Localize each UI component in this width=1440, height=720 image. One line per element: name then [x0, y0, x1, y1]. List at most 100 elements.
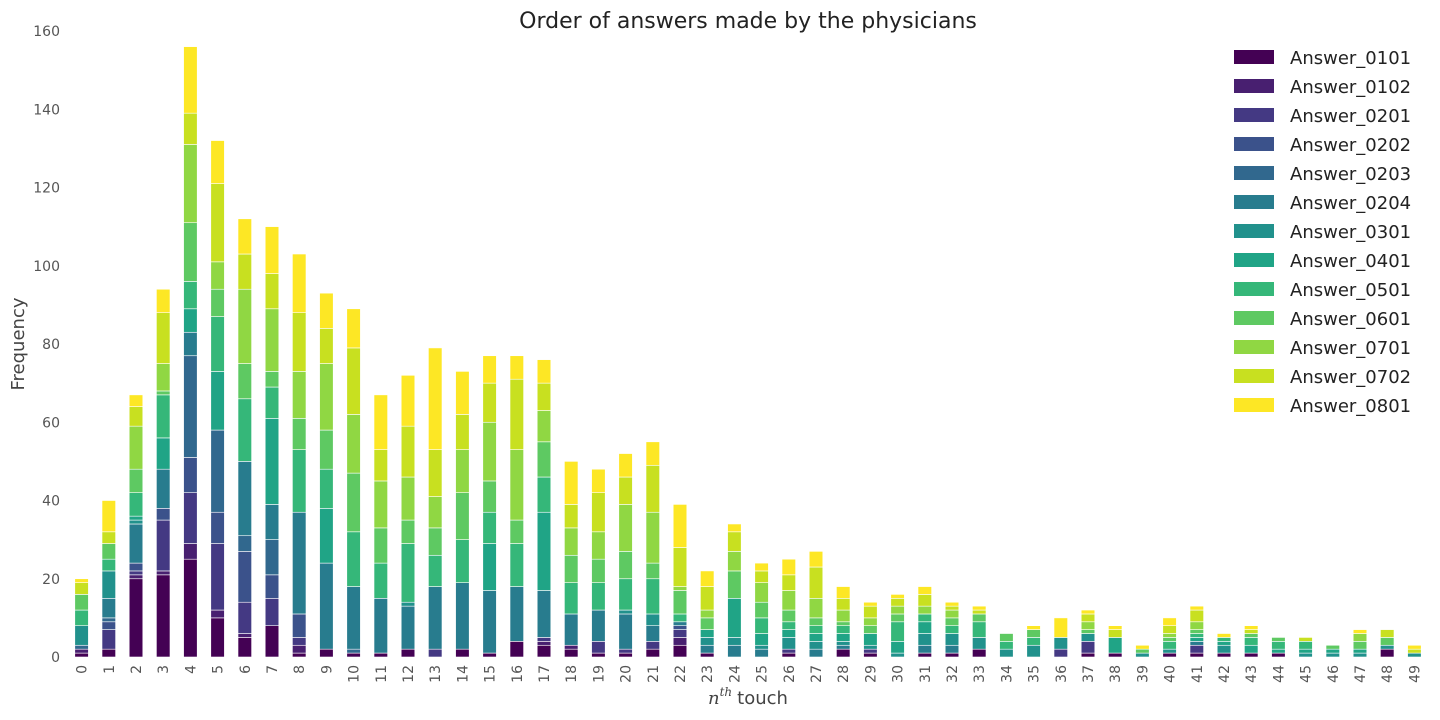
x-tick-label: 26 — [782, 665, 798, 683]
bar-segment — [754, 570, 769, 583]
y-tick-label: 140 — [33, 102, 60, 118]
bar-segment — [455, 414, 470, 450]
bar-segment — [183, 355, 198, 458]
y-tick-label: 80 — [42, 337, 60, 353]
x-tick-label: 9 — [319, 665, 335, 674]
bar-segment — [781, 652, 796, 658]
bar-segment — [618, 504, 633, 552]
bar-segment — [74, 594, 89, 611]
bar-segment — [74, 609, 89, 626]
bar-segment — [237, 218, 252, 255]
bar-segment — [808, 625, 824, 634]
bar-segment — [1189, 652, 1204, 658]
bar-segment — [1352, 648, 1368, 654]
bar-segment — [564, 504, 579, 529]
bar-segment — [672, 621, 688, 626]
x-tick-label: 5 — [211, 665, 227, 674]
bar-segment — [1080, 641, 1096, 654]
bar-segment — [1325, 644, 1340, 650]
bar-segment — [700, 644, 715, 654]
bar-segment — [1189, 605, 1204, 611]
bar-segment — [754, 601, 769, 619]
x-tick-label: 30 — [891, 665, 907, 683]
bar-segment — [781, 609, 796, 623]
bar-segment — [237, 633, 252, 638]
x-tick-label: 45 — [1299, 665, 1315, 683]
bar-segment — [455, 648, 470, 658]
bar-segment — [564, 613, 579, 646]
bar-segment — [1053, 648, 1068, 658]
bar-segment — [808, 566, 824, 599]
x-tick-label: 7 — [265, 665, 281, 674]
bar-segment — [1189, 609, 1204, 623]
bar-segment — [264, 273, 280, 310]
bar-segment — [346, 531, 361, 587]
bar-segment — [156, 288, 171, 314]
y-tick-label: 100 — [33, 259, 60, 275]
bar-segment — [237, 535, 252, 552]
bar-segment — [1216, 641, 1232, 646]
bar-segment — [944, 605, 960, 611]
bar-segment — [156, 394, 171, 439]
bar-segment — [101, 531, 116, 544]
bar-segment — [917, 644, 932, 654]
bar-segment — [346, 648, 361, 654]
bar-segment — [1298, 648, 1313, 654]
bar-segment — [917, 594, 932, 607]
bar-segment — [400, 605, 416, 650]
bar-segment — [536, 644, 552, 658]
bar-segment — [101, 570, 116, 599]
bar-segment — [727, 551, 742, 572]
bar-segment — [1271, 637, 1286, 642]
bar-segment — [74, 625, 89, 646]
bar-segment — [400, 476, 416, 521]
bar-segment — [618, 609, 633, 615]
bar-segment — [156, 363, 171, 392]
bar-segment — [972, 605, 987, 611]
bar-segment — [999, 641, 1014, 650]
bar-segment — [237, 363, 252, 400]
bar-segment — [1189, 637, 1204, 642]
bar-segment — [373, 449, 388, 482]
bar-segment — [183, 543, 198, 560]
bar-segment — [1162, 633, 1177, 638]
bar-segment — [210, 288, 225, 317]
bar-segment — [591, 641, 606, 654]
bar-segment — [808, 551, 824, 568]
bar-segment — [591, 652, 606, 658]
bar-segment — [101, 617, 116, 623]
legend-label: Answer_0501 — [1290, 280, 1411, 301]
legend-swatch — [1234, 224, 1274, 238]
x-tick-label: 24 — [727, 665, 743, 683]
bar-segment — [1135, 652, 1150, 658]
bar-segment — [156, 508, 171, 521]
bar-segment — [128, 394, 144, 407]
bar-segment — [74, 648, 89, 654]
bar-segment — [700, 617, 715, 630]
bar-segment — [237, 551, 252, 603]
bar-segment — [1026, 644, 1041, 658]
bar-segment — [972, 609, 987, 615]
x-tick-label: 33 — [972, 665, 988, 683]
bar-segment — [292, 449, 307, 513]
bar-segment — [591, 531, 606, 560]
x-tick-label: 2 — [129, 665, 145, 674]
bar-segment — [428, 449, 443, 497]
bar-segment — [618, 652, 633, 658]
bar-segment — [1080, 652, 1096, 658]
bar-segment — [917, 613, 932, 623]
x-tick-label: 29 — [863, 665, 879, 683]
bar-segment — [536, 476, 552, 513]
bar-segment — [1135, 648, 1150, 654]
bar-segment — [917, 605, 932, 615]
bar-segment — [863, 648, 878, 654]
bar-segment — [808, 633, 824, 642]
bar-segment — [455, 449, 470, 493]
bar-segment — [237, 637, 252, 658]
x-tick-label: 18 — [564, 665, 580, 683]
bar-segment — [264, 625, 280, 658]
y-tick-label: 160 — [33, 24, 60, 40]
bar-segment — [564, 648, 579, 658]
bar-segment — [74, 652, 89, 658]
